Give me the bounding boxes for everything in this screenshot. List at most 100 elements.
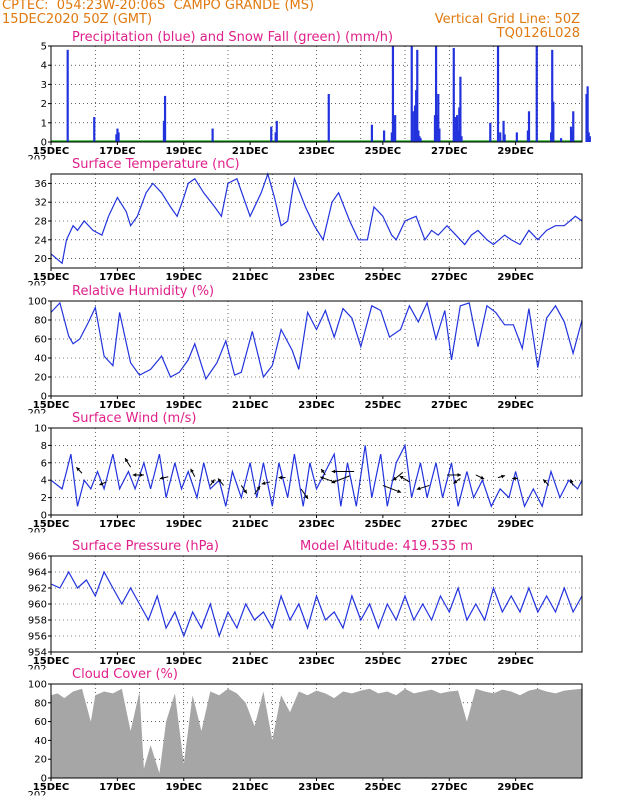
- x-tick-label: 29DEC: [497, 146, 533, 157]
- x-tick-label: 21DEC: [232, 272, 268, 283]
- precip-bar: [93, 117, 96, 142]
- precip-bar: [436, 115, 439, 142]
- wind-vector-head: [217, 478, 222, 483]
- x-tick-label: 21DEC: [232, 400, 268, 411]
- x-tick-label: 17DEC: [99, 656, 135, 667]
- x-tick-label: 27DEC: [431, 146, 467, 157]
- y-tick-label: 958: [28, 616, 47, 627]
- year-label: 202: [27, 527, 46, 538]
- x-tick-label: 15DEC: [33, 400, 69, 411]
- precip-bar: [459, 76, 462, 142]
- x-tick-label: 19DEC: [166, 146, 202, 157]
- year-label: 202: [27, 790, 46, 800]
- y-tick-label: 962: [28, 584, 47, 595]
- temperature-panel: 20 24 28 32 36 15DEC 17DEC 19DEC 21DEC 23DEC 25DEC…: [27, 157, 583, 291]
- wind-vector-head: [99, 481, 104, 486]
- wind-vector-head: [399, 475, 404, 480]
- header-datetime: 15DEC2020 50Z (GMT): [2, 12, 153, 27]
- x-tick-label: 25DEC: [365, 656, 401, 667]
- y-tick-label: 0: [41, 774, 47, 785]
- wind-vector-head: [210, 479, 215, 484]
- precip-bar: [496, 46, 500, 142]
- x-tick-label: 25DEC: [365, 782, 401, 793]
- precip-bar: [550, 132, 553, 142]
- y-tick-label: 960: [28, 600, 47, 611]
- y-tick-label: 6: [41, 458, 47, 469]
- x-tick-label: 21DEC: [232, 656, 268, 667]
- precip-bar: [569, 126, 573, 142]
- precip-bar: [460, 136, 463, 142]
- model-altitude-label: Model Altitude: 419.535 m: [300, 539, 473, 554]
- y-tick-label: 28: [34, 217, 47, 228]
- x-tick-label: 25DEC: [365, 400, 401, 411]
- precip-bar: [437, 94, 440, 142]
- plot-frame: [50, 173, 583, 269]
- y-tick-label: 60: [34, 335, 47, 346]
- cloud-cover-panel: 0 20 40 60 80 100 15DEC 17DEC 19DEC 21DEC 23DEC 25D…: [27, 667, 583, 800]
- x-tick-label: 27DEC: [431, 400, 467, 411]
- precip-bar: [458, 107, 461, 142]
- precip-bar: [116, 128, 119, 142]
- wind-vector-head: [321, 468, 325, 473]
- precip-bar: [586, 86, 589, 142]
- precip-bar: [571, 130, 574, 142]
- header-station: CPTEC: 054:23W-20:06S CAMPO GRANDE (MS): [2, 0, 315, 13]
- precip-bar: [434, 46, 438, 142]
- precip-bar: [418, 136, 421, 142]
- header-grid-line: Vertical Grid Line: 50Z: [434, 12, 580, 27]
- precip-bar: [433, 115, 437, 142]
- y-tick-label: 24: [34, 235, 47, 246]
- precip-bar: [499, 132, 502, 142]
- wind-vector-head: [543, 479, 548, 484]
- precipitation-panel: 0 1 2 3 4 5 15DEC 17DEC 19DEC 21DEC 23DEC 25DEC 27DE…: [27, 30, 591, 165]
- precip-bar: [274, 132, 277, 142]
- precip-bar: [587, 132, 590, 142]
- y-tick-label: 954: [28, 648, 47, 659]
- precip-bar: [452, 47, 455, 142]
- x-tick-label: 25DEC: [365, 146, 401, 157]
- y-tick-label: 10: [34, 424, 47, 435]
- precip-bar: [453, 117, 456, 142]
- x-tick-label: 25DEC: [365, 272, 401, 283]
- wind-vector-head: [190, 468, 194, 473]
- precip-bar: [572, 111, 575, 142]
- precip-bar: [275, 120, 278, 142]
- precip-bar: [419, 138, 422, 142]
- precip-bar: [417, 130, 420, 142]
- y-tick-label: 60: [34, 717, 47, 728]
- temperature-title: Surface Temperature (nC): [72, 157, 240, 172]
- wind-vector-head: [261, 481, 266, 485]
- x-tick-label: 29DEC: [497, 782, 533, 793]
- cloud-cover-title: Cloud Cover (%): [72, 667, 178, 682]
- x-tick-label: 15DEC: [33, 656, 69, 667]
- precip-bar: [535, 46, 538, 142]
- y-tick-label: 100: [28, 680, 47, 691]
- wind-vector-head: [331, 479, 336, 484]
- precip-bar: [588, 136, 591, 142]
- cloud-cover-area: [51, 688, 582, 778]
- y-tick-label: 8: [41, 441, 47, 452]
- precip-bar: [503, 134, 506, 142]
- wind-vector-head: [480, 475, 485, 480]
- x-tick-label: 19DEC: [166, 272, 202, 283]
- precip-bar: [454, 132, 458, 142]
- wind-vector-head: [132, 473, 137, 477]
- precip-bar: [552, 101, 555, 142]
- humidity-title: Relative Humidity (%): [72, 284, 214, 299]
- x-tick-label: 23DEC: [298, 146, 334, 157]
- precip-bar: [117, 132, 120, 142]
- x-tick-label: 27DEC: [431, 272, 467, 283]
- y-tick-label: 40: [34, 354, 47, 365]
- x-tick-label: 17DEC: [99, 272, 135, 283]
- wind-vector-head: [331, 469, 336, 474]
- x-tick-label: 15DEC: [33, 272, 69, 283]
- y-tick-label: 956: [28, 632, 47, 643]
- x-tick-label: 23DEC: [298, 519, 334, 530]
- x-tick-label: 21DEC: [232, 782, 268, 793]
- x-tick-label: 23DEC: [298, 272, 334, 283]
- wind-vector-head: [453, 479, 458, 484]
- precip-bar: [391, 46, 395, 142]
- precip-bar: [66, 49, 69, 143]
- year-label: 202: [27, 280, 46, 291]
